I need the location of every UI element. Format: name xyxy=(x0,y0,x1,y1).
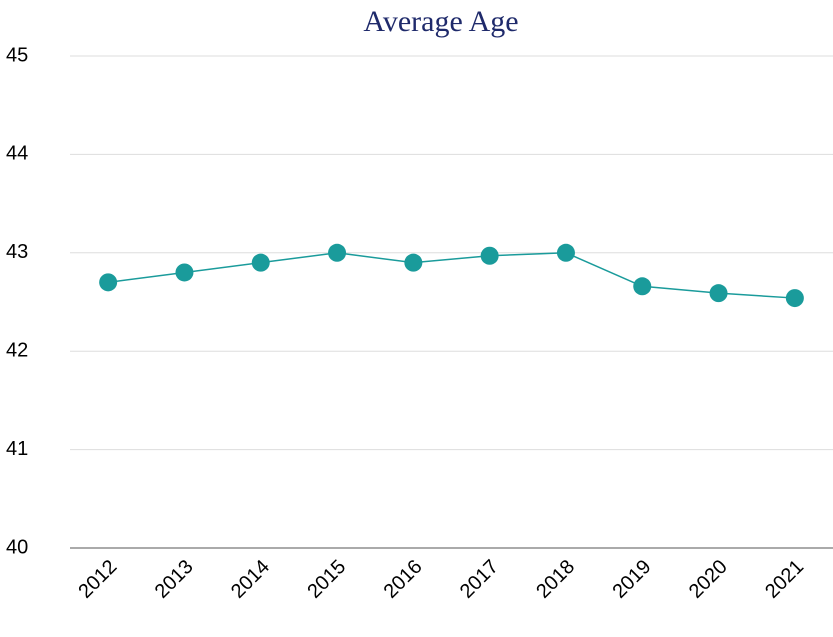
x-tick-label: 2021 xyxy=(761,556,808,603)
marker xyxy=(556,243,575,262)
y-tick-label: 42 xyxy=(6,339,28,361)
x-tick-label: 2014 xyxy=(227,556,274,603)
y-tick-label: 40 xyxy=(6,536,28,558)
x-tick-label: 2020 xyxy=(685,556,732,603)
marker xyxy=(709,284,728,303)
marker xyxy=(480,246,499,265)
line xyxy=(108,252,795,299)
x-tick-label: 2017 xyxy=(456,556,503,603)
y-tick-label: 44 xyxy=(6,143,28,165)
marker xyxy=(251,253,270,272)
x-tick-label: 2018 xyxy=(532,556,579,603)
x-tick-label: 2016 xyxy=(380,556,427,603)
y-tick-label: 45 xyxy=(6,44,28,66)
x-tick-label: 2013 xyxy=(151,556,198,603)
x-tick-label: 2019 xyxy=(608,556,655,603)
x-tick-label: 2012 xyxy=(74,556,121,603)
x-tick-label: 2015 xyxy=(303,556,350,603)
marker xyxy=(328,243,347,262)
marker xyxy=(785,289,804,308)
y-tick-label: 43 xyxy=(6,241,28,263)
chart-title: Average Age xyxy=(363,5,518,38)
marker xyxy=(633,277,652,296)
marker xyxy=(404,253,423,272)
y-tick-label: 41 xyxy=(6,438,28,460)
marker xyxy=(175,263,194,282)
marker xyxy=(99,273,118,292)
